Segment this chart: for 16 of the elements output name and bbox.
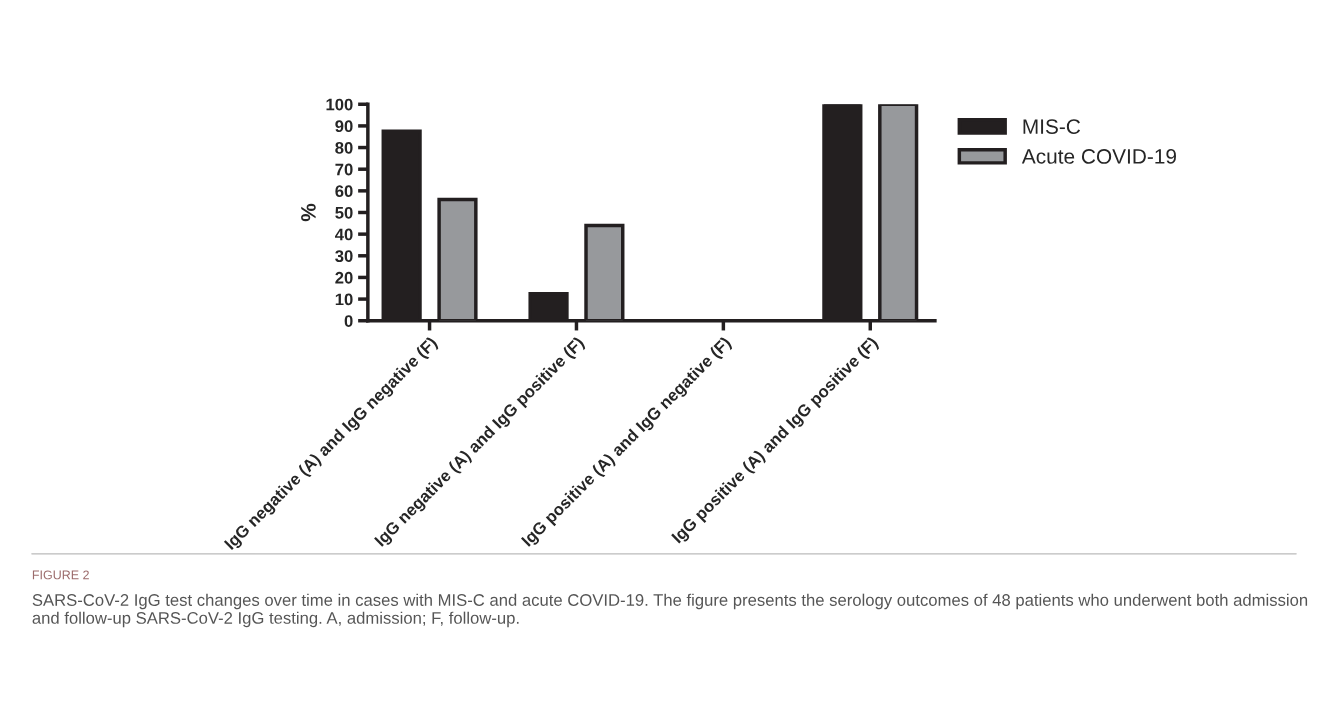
y-tick-label: 70 — [335, 163, 353, 176]
legend-label: Acute COVID-19 — [1021, 149, 1176, 164]
y-tick-label: 100 — [326, 98, 353, 111]
y-tick-label: 20 — [335, 271, 353, 284]
y-tick-label: 80 — [335, 141, 353, 154]
caption: FIGURE 2 — [32, 570, 89, 580]
legend-label: MIS-C — [1023, 119, 1081, 134]
text: SARS-CoV-2 IgG test changes over time in cases with MIS-C and acute COVID-19. The figure presents the serology outcomes of 48 patients who underwent both admission and follow-up SARS-CoV-2 IgG testing. A, admission; F, follow-up. — [32, 593, 1308, 628]
y-tick-label: 90 — [335, 120, 353, 133]
y-tick-label: 30 — [335, 250, 353, 263]
y-tick-label: 60 — [335, 185, 353, 198]
y-tick-label: 10 — [335, 293, 353, 306]
y-tick-label: 50 — [335, 206, 353, 219]
y-tick-label: 40 — [334, 228, 353, 241]
y-tick-label: 0 — [344, 315, 353, 327]
y-axis-title: % — [301, 203, 316, 222]
